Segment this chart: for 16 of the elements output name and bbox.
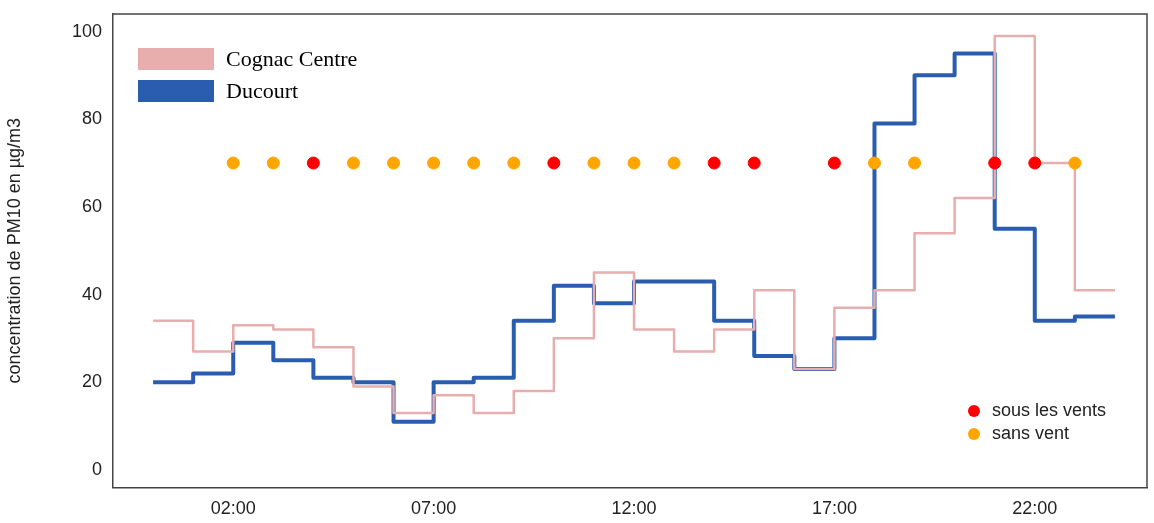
legend-label: Ducourt xyxy=(226,78,299,104)
x-tick-label: 17:00 xyxy=(811,498,857,519)
y-tick-label: 80 xyxy=(81,108,102,129)
y-axis-title: concentration de PM10 en µg/m3 xyxy=(3,117,24,384)
y-tick-label: 0 xyxy=(91,458,102,479)
x-tick-label: 22:00 xyxy=(1012,498,1058,519)
x-tick-label: 07:00 xyxy=(411,498,457,519)
legend-label: Cognac Centre xyxy=(226,46,358,72)
legend-label: sans vent xyxy=(991,423,1069,444)
y-tick-label: 20 xyxy=(81,371,102,392)
legend-label: sous les vents xyxy=(991,400,1106,421)
x-tick-label: 02:00 xyxy=(210,498,256,519)
y-tick-label: 100 xyxy=(71,20,102,41)
y-tick-label: 60 xyxy=(81,195,102,216)
x-tick-label: 12:00 xyxy=(611,498,657,519)
y-tick-label: 40 xyxy=(81,283,102,304)
